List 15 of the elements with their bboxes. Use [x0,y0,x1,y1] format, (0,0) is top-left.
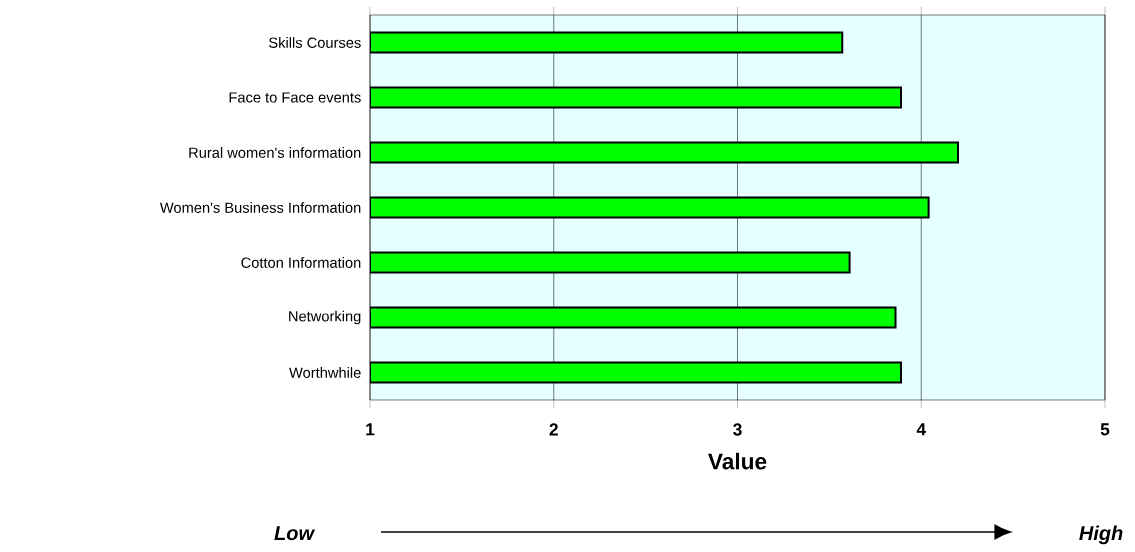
x-tick-label: 4 [916,423,926,436]
y-tick-label: Worthwhile [289,367,361,378]
y-tick-label: Skills Courses [269,37,361,48]
text: Low [274,526,316,541]
x-tick-label: 3 [733,423,742,436]
x-tick-label: 2 [549,423,558,436]
text: High [1079,525,1123,545]
x-axis-title: Value [708,452,767,470]
x-tick-label: 1 [366,423,375,436]
y-tick-label: Rural women's information [189,147,361,158]
y-tick-label: Cotton Information [241,257,361,268]
y-tick-label: Face to Face events [229,92,361,103]
y-tick-label: Women's Business Information [159,202,361,213]
x-tick-label: 5 [1100,423,1110,436]
y-tick-label: Networking [289,310,361,325]
